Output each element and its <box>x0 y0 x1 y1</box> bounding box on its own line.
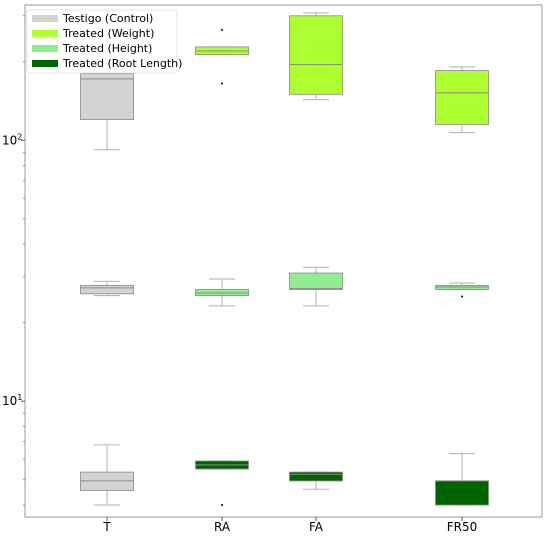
legend-frame <box>26 9 178 74</box>
legend-swatch-0 <box>32 15 58 22</box>
box-FR50-s1-box <box>435 70 489 125</box>
box-FA-s2-box <box>289 272 343 290</box>
x-tick-label-T: T <box>102 520 111 534</box>
box-RA-s1-outlier-1 <box>221 28 223 31</box>
y-tick-label-100: 102 <box>2 132 22 147</box>
box-FR50-s3-box <box>435 480 489 506</box>
x-tick-label-FR50: FR50 <box>447 520 478 534</box>
box-T-top-box <box>80 73 134 121</box>
legend: Testigo (Control) Treated (Weight) Treated… <box>26 9 182 74</box>
x-tick-label-RA: RA <box>214 520 231 534</box>
legend-swatch-3 <box>32 60 58 67</box>
box-RA-s3-outlier-0 <box>221 504 223 507</box>
box-FA-s1-box <box>289 15 343 95</box>
box-T-mid-box <box>80 284 134 295</box>
x-tick-label-FA: FA <box>309 520 324 534</box>
legend-swatch-2 <box>32 45 58 52</box>
legend-label-0: Testigo (Control) <box>62 12 153 25</box>
x-axis-ticks: T RA FA FR50 <box>102 517 477 534</box>
legend-swatch-1 <box>32 30 58 37</box>
y-tick-label-10: 101 <box>2 393 22 408</box>
y-axis-ticks: 101 102 <box>2 15 25 506</box>
box-group <box>80 12 489 507</box>
legend-label-1: Treated (Weight) <box>62 27 154 40</box>
legend-label-2: Treated (Height) <box>62 42 152 55</box>
box-FR50-s2-outlier-0 <box>461 295 463 298</box>
box-RA-s1-outlier-0 <box>221 82 223 85</box>
legend-label-3: Treated (Root Length) <box>62 57 182 70</box>
box-FA-s3-box <box>289 471 343 482</box>
